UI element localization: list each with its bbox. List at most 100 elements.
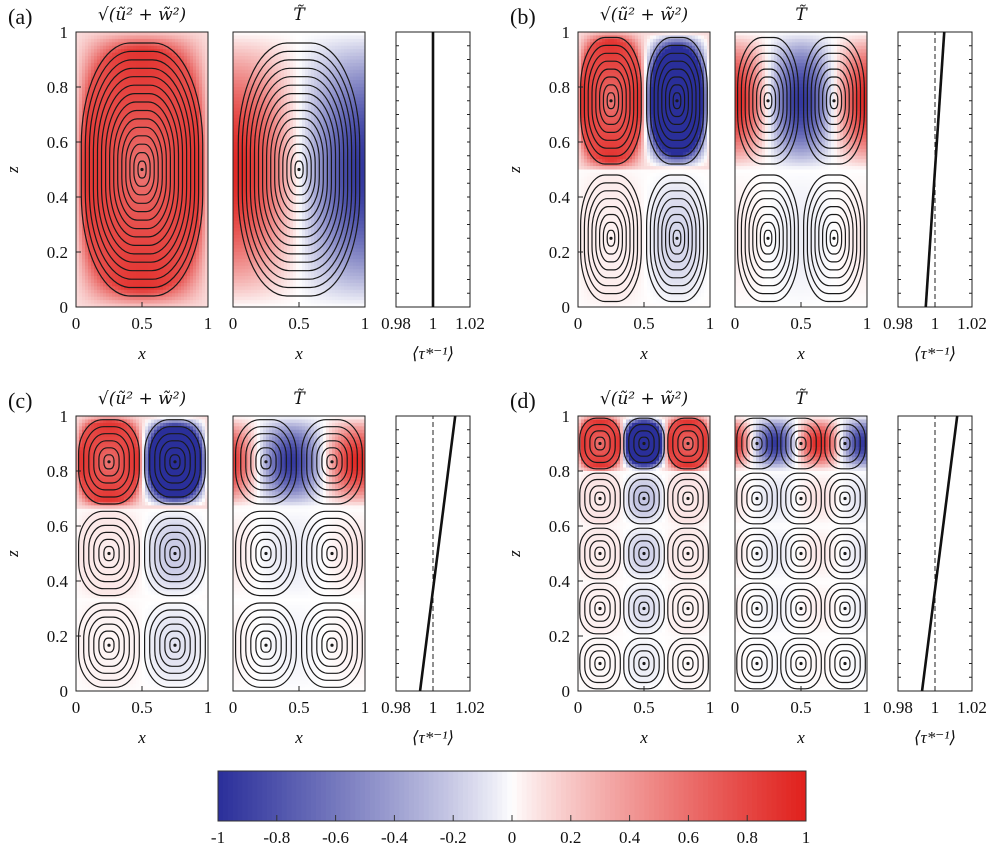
field-cell [160, 38, 164, 43]
field-cell [106, 248, 110, 253]
field-cell [157, 69, 161, 74]
field-cell [112, 90, 116, 95]
field-cell [272, 124, 276, 129]
field-cell [109, 159, 113, 164]
field-cell [248, 289, 252, 294]
field-cell [106, 193, 110, 198]
field-cell [85, 176, 89, 181]
field-cell [163, 241, 167, 246]
field-cell [79, 172, 83, 177]
field-cell [187, 176, 191, 181]
field-cell [142, 38, 146, 43]
field-cell [94, 227, 98, 232]
field-cell [284, 124, 288, 129]
field-cell [175, 214, 179, 219]
field-cell [121, 73, 125, 78]
field-cell [193, 262, 197, 267]
field-cell [136, 155, 140, 160]
field-cell [202, 117, 206, 122]
field-cell [94, 289, 98, 294]
field-cell [97, 176, 101, 181]
field-cell [199, 172, 203, 177]
field-cell [272, 224, 276, 229]
field-cell [139, 293, 143, 298]
field-cell [233, 272, 237, 277]
field-cell [115, 207, 119, 212]
field-cell [175, 169, 179, 174]
field-cell [178, 207, 182, 212]
field-cell [127, 35, 131, 40]
field-cell [85, 66, 89, 71]
field-cell [127, 172, 131, 177]
field-cell [112, 207, 116, 212]
field-cell [142, 138, 146, 143]
field-cell [91, 221, 95, 225]
field-cell [163, 227, 167, 232]
field-cell [151, 265, 155, 270]
field-cell [169, 255, 173, 260]
field-cell [115, 210, 119, 215]
field-cell [127, 210, 131, 215]
field-cell [85, 200, 89, 205]
field-cell [124, 272, 128, 277]
field-cell [284, 183, 288, 188]
field-cell [284, 282, 288, 287]
field-cell [88, 224, 92, 229]
field-cell [136, 145, 140, 150]
panel-label: (a) [8, 4, 32, 29]
field-cell [233, 100, 237, 105]
field-cell [233, 76, 237, 81]
field-cell [145, 197, 149, 201]
field-cell [202, 62, 206, 67]
field-cell [193, 52, 197, 57]
field-cell [142, 104, 146, 109]
field-cell [245, 38, 249, 43]
field-cell [178, 111, 182, 115]
field-cell [251, 148, 255, 153]
field-cell [112, 62, 116, 67]
field-cell [184, 148, 188, 153]
field-cell [187, 159, 191, 164]
field-cell [160, 124, 164, 129]
field-cell [118, 73, 122, 78]
field-cell [97, 145, 101, 150]
field-cell [148, 214, 152, 219]
field-cell [239, 289, 243, 294]
field-cell [190, 38, 194, 43]
field-cell [76, 76, 80, 81]
field-cell [121, 300, 125, 304]
field-cell [242, 248, 246, 253]
field-cell [106, 145, 110, 150]
field-cell [199, 73, 203, 78]
field-cell [112, 203, 116, 208]
field-cell [166, 148, 170, 153]
field-cell [196, 76, 200, 81]
field-cell [76, 183, 80, 188]
field-cell [91, 32, 95, 36]
field-cell [109, 258, 113, 263]
field-cell [199, 145, 203, 150]
field-cell [260, 97, 264, 102]
field-cell [163, 45, 167, 50]
field-cell [115, 169, 119, 174]
field-cell [172, 207, 176, 212]
field-cell [184, 217, 188, 222]
field-cell [178, 93, 182, 98]
field-cell [100, 269, 104, 274]
field-cell [97, 265, 101, 270]
field-cell [175, 56, 179, 60]
field-cell [136, 87, 140, 91]
field-cell [85, 258, 89, 263]
field-cell [133, 56, 137, 60]
field-cell [97, 252, 101, 256]
field-cell [154, 258, 158, 263]
field-cell [82, 238, 86, 243]
field-cell [133, 262, 137, 267]
field-cell [233, 114, 237, 119]
field-cell [151, 155, 155, 160]
field-cell [133, 111, 137, 115]
field-cell [169, 200, 173, 205]
field-cell [245, 286, 249, 291]
field-cell [109, 83, 113, 88]
field-cell [160, 241, 164, 246]
